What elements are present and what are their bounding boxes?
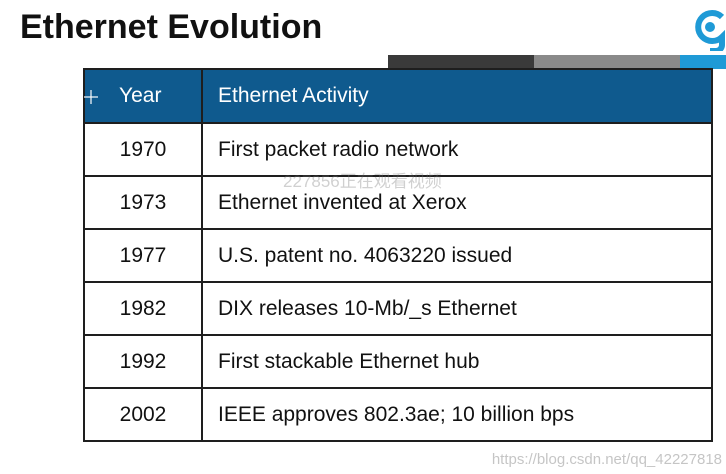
table-row: 1970 First packet radio network xyxy=(83,122,713,177)
viewer-count-watermark: 227856正在观看视频 xyxy=(283,172,442,191)
ethernet-timeline-table: Year Ethernet Activity 1970 First packet… xyxy=(83,68,713,442)
year-cell: 1977 xyxy=(83,228,203,283)
activity-cell: First stackable Ethernet hub xyxy=(201,334,713,389)
activity-cell: Ethernet invented at Xerox xyxy=(201,175,713,230)
table-row: 2002 IEEE approves 802.3ae; 10 billion b… xyxy=(83,387,713,442)
year-cell: 2002 xyxy=(83,387,203,442)
source-url-watermark: https://blog.csdn.net/qq_42227818 xyxy=(491,451,722,468)
column-header-year: Year xyxy=(83,68,203,124)
year-cell: 1970 xyxy=(83,122,203,177)
accent-bar-dark xyxy=(388,55,534,69)
crosshair-cursor-icon xyxy=(84,90,98,104)
accent-bar-blue xyxy=(680,55,726,69)
year-cell: 1992 xyxy=(83,334,203,389)
table-row: 1992 First stackable Ethernet hub xyxy=(83,334,713,389)
activity-cell: U.S. patent no. 4063220 issued xyxy=(201,228,713,283)
brand-logo-icon xyxy=(695,10,725,51)
table-header-row: Year Ethernet Activity xyxy=(83,68,713,124)
year-cell: 1973 xyxy=(83,175,203,230)
table-row: 1973 Ethernet invented at Xerox xyxy=(83,175,713,230)
table-row: 1977 U.S. patent no. 4063220 issued xyxy=(83,228,713,283)
year-cell: 1982 xyxy=(83,281,203,336)
table-row: 1982 DIX releases 10-Mb/_s Ethernet xyxy=(83,281,713,336)
activity-cell: IEEE approves 802.3ae; 10 billion bps xyxy=(201,387,713,442)
activity-cell: DIX releases 10-Mb/_s Ethernet xyxy=(201,281,713,336)
page-title: Ethernet Evolution xyxy=(20,8,323,46)
activity-cell: First packet radio network xyxy=(201,122,713,177)
column-header-activity: Ethernet Activity xyxy=(201,68,713,124)
accent-bar-gray xyxy=(534,55,680,69)
